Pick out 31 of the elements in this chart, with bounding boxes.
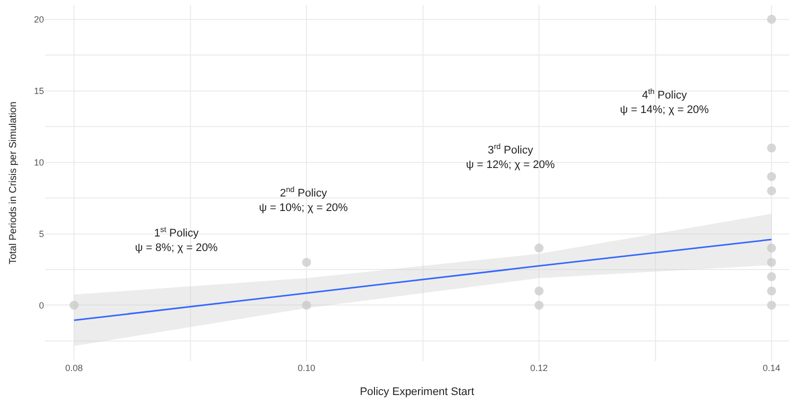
point — [302, 300, 312, 310]
point — [767, 172, 776, 182]
annotation: 2$^{nd}$ Policy ψ = 10%; χ = 20% — [259, 185, 348, 214]
point — [767, 244, 776, 253]
point — [767, 258, 776, 267]
point — [534, 286, 544, 296]
point — [767, 272, 776, 282]
y-tick-label: 20 — [34, 14, 44, 24]
y-tick-label: 5 — [38, 228, 44, 239]
y-tick-label: 15 — [34, 86, 44, 96]
point — [767, 300, 776, 310]
point — [767, 186, 776, 196]
point — [534, 244, 544, 253]
annotation: 1$^{st}$ Policy ψ = 8%; χ = 20% — [135, 225, 218, 254]
y-tick-label: 0 — [38, 300, 44, 310]
point — [767, 143, 776, 152]
line-series — [73, 238, 772, 321]
point — [302, 258, 312, 267]
point — [70, 300, 79, 310]
annotation: 4$^{th}$ Policy ψ = 14%; χ = 20% — [620, 87, 710, 116]
point — [534, 300, 544, 310]
annotation: 3$^{rd}$ Policy ψ = 12%; χ = 20% — [466, 142, 556, 171]
x-axis-title: Policy Experiment Start — [360, 386, 474, 398]
x-tick-label: 0.10 — [298, 363, 316, 373]
x-tick-label: 0.08 — [65, 363, 83, 373]
y-axis-title: Total Periods in Crisis per Simulation — [8, 102, 19, 264]
y-tick-label: 10 — [34, 157, 44, 168]
point — [767, 286, 776, 296]
x-tick-label: 0.14 — [762, 363, 780, 373]
point — [767, 14, 776, 24]
x-tick-label: 0.12 — [530, 363, 548, 373]
